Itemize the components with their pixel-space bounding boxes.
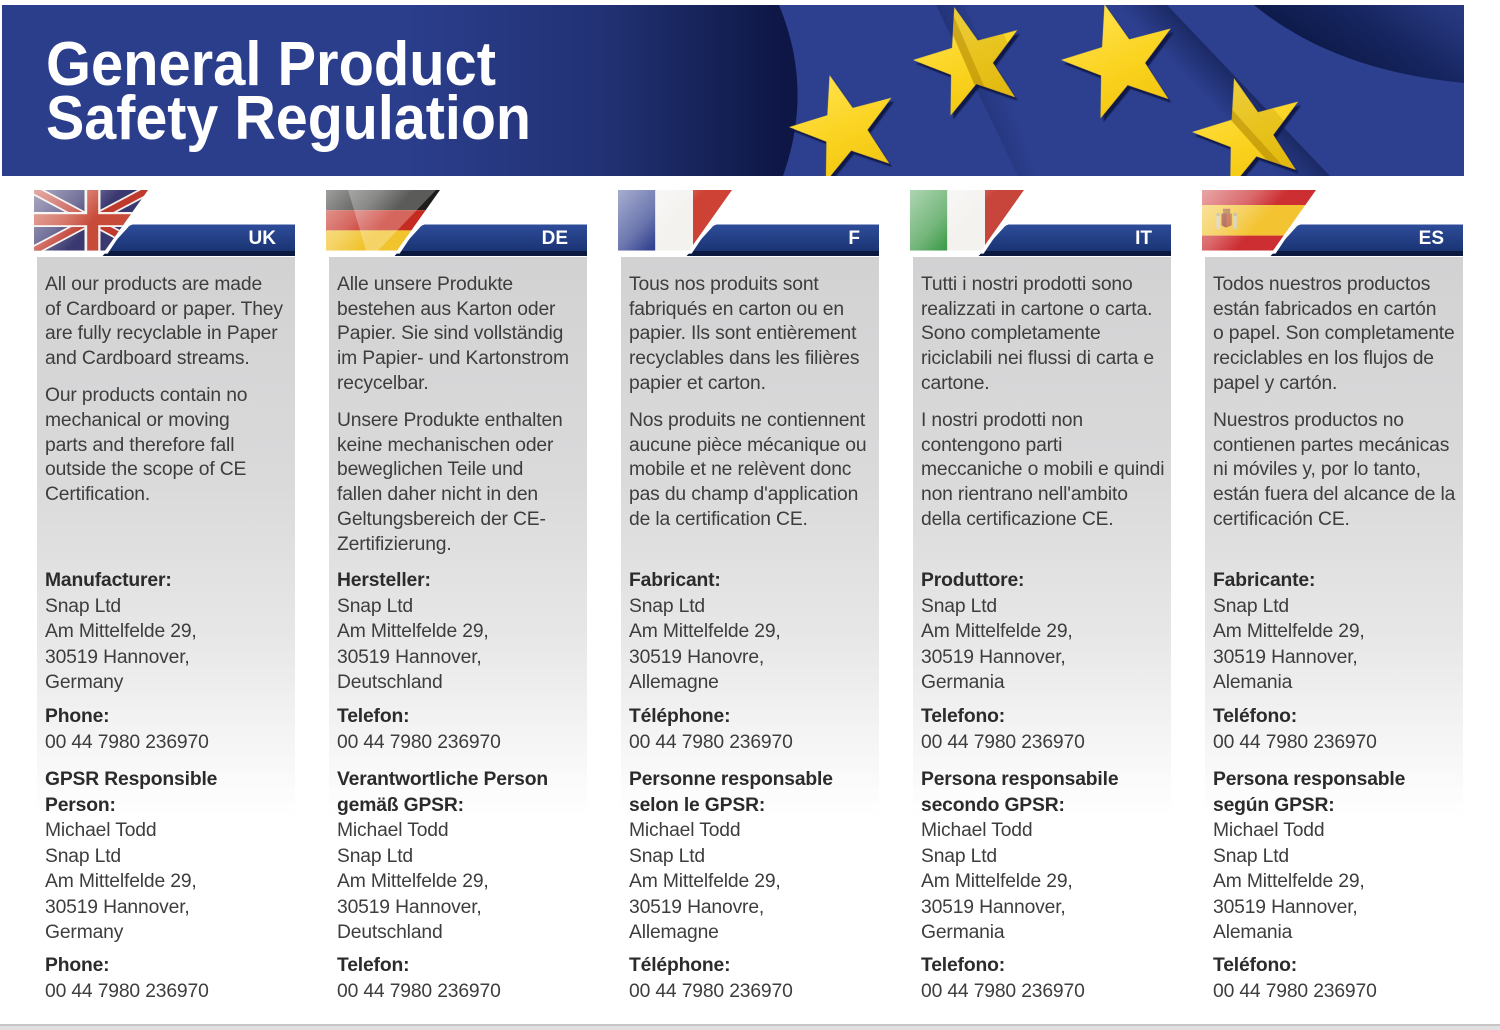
svg-text:DE: DE: [542, 228, 568, 249]
svg-text:F: F: [848, 228, 860, 249]
svg-text:ES: ES: [1419, 228, 1444, 249]
svg-text:General Product: General Product: [46, 30, 496, 99]
svg-text:IT: IT: [1135, 228, 1152, 249]
svg-text:Safety Regulation: Safety Regulation: [46, 84, 531, 153]
svg-text:UK: UK: [249, 228, 277, 249]
